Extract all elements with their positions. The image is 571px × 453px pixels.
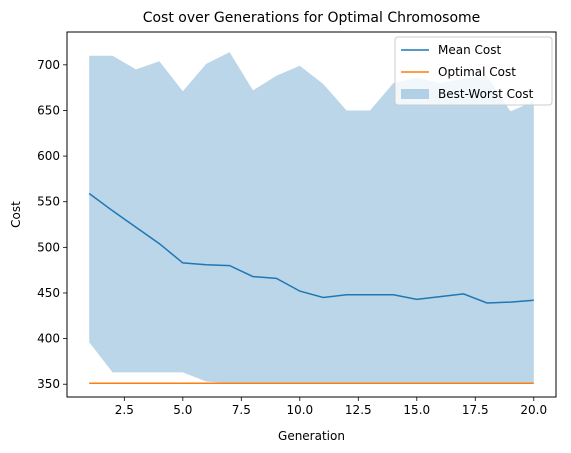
band-layer (89, 52, 534, 384)
x-axis: 2.5 5.0 7.5 10.0 12.5 15.0 17.5 20.0 (115, 397, 547, 417)
x-tick-label: 5.0 (173, 403, 192, 417)
legend: Mean Cost Optimal Cost Best-Worst Cost (394, 36, 553, 106)
legend-swatch-best-worst-cost (401, 89, 429, 99)
x-tick-label: 15.0 (403, 403, 430, 417)
best-worst-cost-band (89, 52, 534, 384)
y-axis-label: Cost (9, 201, 23, 228)
y-tick-label: 550 (37, 195, 60, 209)
mean-cost-line (88, 192, 534, 304)
x-tick-label: 7.5 (232, 403, 251, 417)
y-tick-label: 500 (37, 240, 60, 254)
legend-label-optimal-cost: Optimal Cost (438, 65, 516, 79)
plot-area (66, 31, 557, 398)
x-tick-label: 10.0 (286, 403, 313, 417)
legend-label-mean-cost: Mean Cost (438, 43, 501, 57)
y-tick-label: 650 (37, 103, 60, 117)
y-tick-label: 700 (37, 58, 60, 72)
legend-box (394, 36, 553, 106)
line-layer (88, 192, 534, 385)
plot-frame (66, 31, 557, 398)
y-tick-label: 400 (37, 332, 60, 346)
x-tick-label: 2.5 (115, 403, 134, 417)
y-tick-label: 450 (37, 286, 60, 300)
x-tick-label: 12.5 (345, 403, 372, 417)
y-tick-label: 600 (37, 149, 60, 163)
x-tick-label: 20.0 (520, 403, 547, 417)
y-axis: 350 400 450 500 550 600 650 700 (37, 58, 67, 391)
legend-label-best-worst-cost: Best-Worst Cost (438, 87, 534, 101)
y-tick-label: 350 (37, 377, 60, 391)
chart-title: Cost over Generations for Optimal Chromo… (143, 10, 481, 26)
x-tick-label: 17.5 (462, 403, 489, 417)
x-axis-label: Generation (278, 429, 345, 443)
